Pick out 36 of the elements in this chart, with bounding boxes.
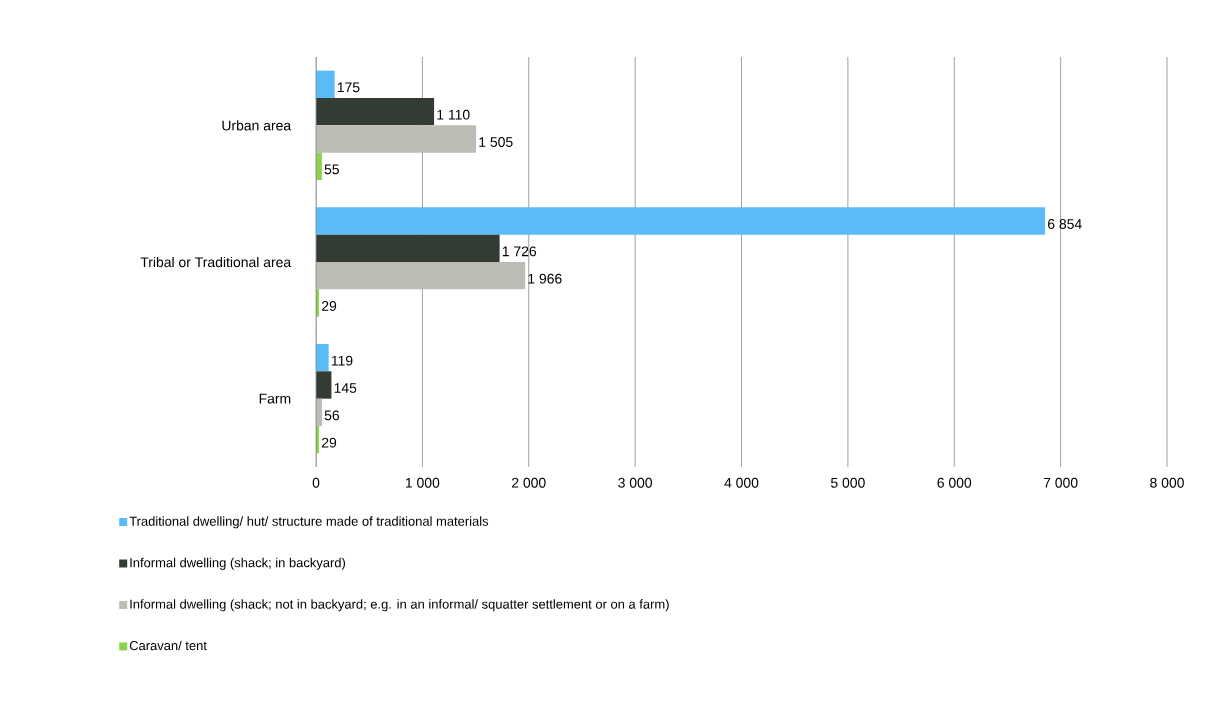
x-tick-label: 7 000 [1043,477,1078,488]
data-label: 119 [331,355,353,366]
data-label: 1 726 [502,246,537,257]
x-tick-label: 0 [312,477,320,488]
y-tick-label: Urban area [222,120,292,131]
bar [316,70,335,98]
data-label: 1 110 [437,109,470,120]
x-tick-label: 5 000 [830,477,865,488]
x-tick-label: 8 000 [1150,477,1184,488]
bar [316,125,477,153]
data-label: 1 966 [528,273,562,284]
x-tick-label: 1 000 [405,477,440,488]
legend-label: Informal dwelling (shack; in backyard) [130,557,346,570]
bar [316,344,329,372]
data-label: 55 [324,164,339,175]
bar [316,234,500,262]
legend-label: Informal dwelling (shack; not in backyard; e.g. in an informal/ squatter settlement or on a farm) [130,599,669,612]
x-tick-label: 3 000 [618,477,653,488]
data-label: 145 [334,383,357,393]
y-tick-label: Tribal or Traditional area [140,256,292,268]
bar [316,98,435,126]
data-label: 29 [321,301,337,311]
data-label: 175 [337,82,360,93]
legend-label: Traditional dwelling/ hut/ structure made of traditional materials [129,516,489,529]
x-tick-label: 2 000 [512,477,546,488]
data-label: 1 505 [479,137,513,147]
bar [316,262,526,290]
legend-label: Caravan/ tent [129,640,207,651]
x-tick-label: 6 000 [937,477,972,488]
bar [316,207,1046,235]
bar [316,371,332,399]
x-tick-label: 4 000 [724,477,759,488]
data-label: 56 [324,410,340,421]
y-tick-label: Farm [259,393,291,404]
data-label: 6 854 [1048,219,1082,229]
data-label: 29 [321,437,337,448]
